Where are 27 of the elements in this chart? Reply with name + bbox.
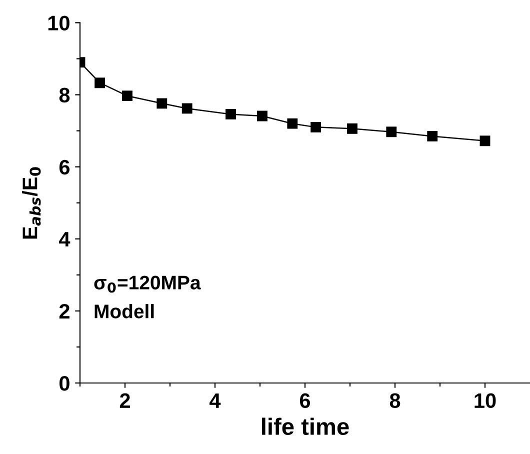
y-tick-label: 6 <box>59 160 70 175</box>
y-tick-label: 2 <box>59 304 70 318</box>
annotation: σ$_{0}$=120MPa <box>94 276 201 293</box>
x-tick-label: 6 <box>300 393 310 408</box>
point <box>257 110 268 122</box>
point <box>156 98 168 109</box>
point <box>94 78 106 88</box>
point <box>287 118 298 129</box>
y-tick-label: 4 <box>59 232 70 246</box>
point <box>480 136 490 146</box>
point <box>226 109 236 120</box>
point <box>386 126 397 138</box>
y-tick-label: 10 <box>48 16 70 30</box>
point <box>122 90 132 102</box>
y-tick-label: 0 <box>60 376 70 391</box>
x-tick-label: 8 <box>390 393 400 408</box>
x-tick-label: 10 <box>474 393 496 408</box>
point <box>427 130 438 142</box>
x-axis-title: life time <box>262 418 349 436</box>
y-tick-label: 8 <box>59 88 70 103</box>
x-tick-label: 2 <box>120 393 130 408</box>
point <box>310 122 322 132</box>
y-axis-title: E$_{abs}$/E$_{0}$ <box>22 167 41 239</box>
annotation: Modell <box>94 304 154 318</box>
x-tick-label: 4 <box>210 393 221 408</box>
point <box>347 123 358 134</box>
point <box>182 103 192 114</box>
